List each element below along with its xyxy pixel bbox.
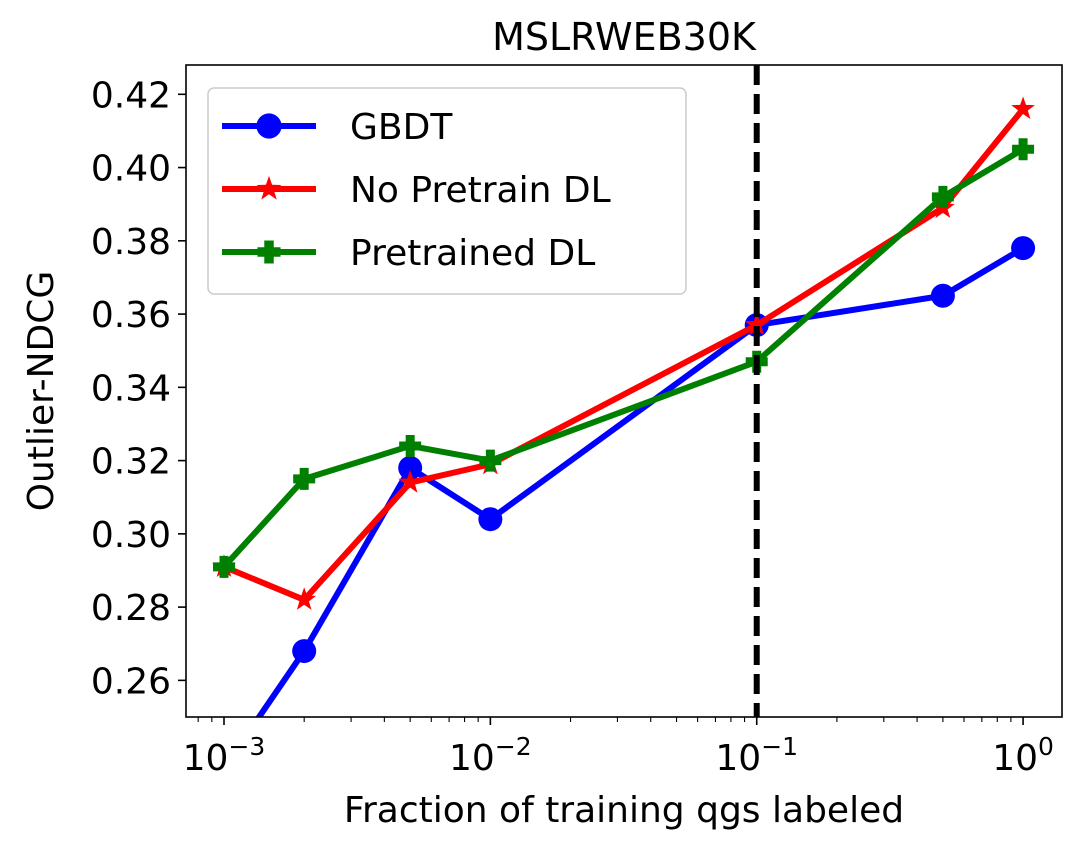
legend: GBDT No Pretrain DL Pretrained DL (207, 87, 687, 295)
y-tick-label: 0.40 (91, 149, 171, 190)
y-tick-label: 0.30 (91, 515, 171, 556)
data-point (1012, 138, 1035, 161)
x-tick-label: 10−3 (183, 732, 266, 779)
data-point (744, 312, 769, 336)
data-point (478, 507, 503, 532)
legend-label: Pretrained DL (350, 233, 595, 274)
y-tick-label: 0.42 (91, 75, 171, 116)
data-point (398, 470, 423, 493)
x-tick-label: 10−1 (715, 732, 798, 779)
y-tick-label: 0.36 (91, 295, 171, 336)
series-line (255, 245, 1025, 717)
y-tick-label: 0.34 (91, 368, 171, 409)
y-tick-label: 0.26 (91, 661, 171, 702)
y-tick-label: 0.28 (91, 588, 171, 629)
data-point (292, 587, 317, 610)
legend-label: No Pretrain DL (350, 170, 611, 211)
data-point (479, 449, 502, 472)
y-tick-label: 0.32 (91, 442, 171, 483)
data-point (213, 555, 236, 578)
legend-label: GBDT (350, 107, 453, 148)
data-point (293, 467, 316, 490)
chart-title: MSLRWEB30K (492, 15, 757, 59)
x-axis-label: Fraction of training qgs labeled (344, 790, 904, 831)
x-tick-label: 10−2 (449, 732, 532, 779)
legend-box (207, 87, 687, 295)
legend-marker (256, 175, 282, 200)
data-point (1011, 96, 1035, 120)
data-point (398, 455, 423, 480)
x-tick-label: 100 (992, 732, 1054, 779)
data-point (931, 185, 954, 208)
y-tick-label: 0.38 (91, 222, 171, 263)
legend-marker (256, 113, 282, 139)
y-axis-label: Outlier-NDCG (21, 271, 62, 512)
data-point (1011, 236, 1036, 261)
plot-frame (185, 64, 1063, 718)
data-point (930, 283, 955, 308)
legend-marker (257, 240, 281, 264)
data-point (292, 639, 317, 664)
data-point (399, 434, 422, 457)
